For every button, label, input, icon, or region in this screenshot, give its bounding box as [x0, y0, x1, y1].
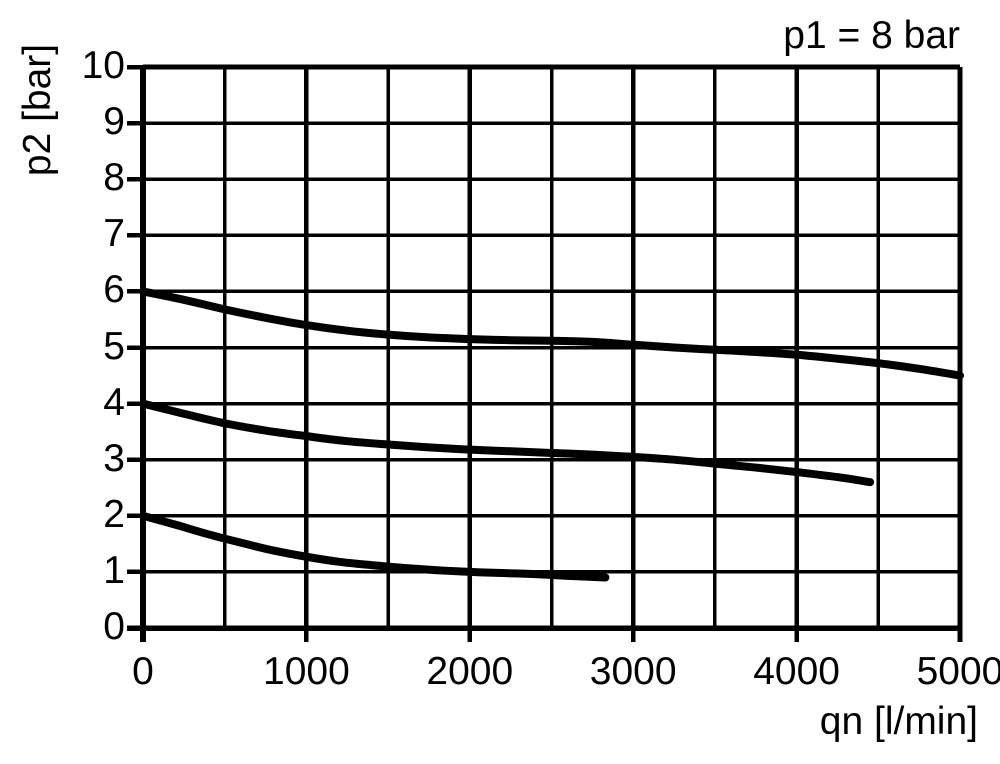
curve-line [139, 287, 964, 380]
x-tick-label: 3000 [589, 650, 677, 693]
y-tick-label: 0 [103, 605, 125, 648]
y-tick-label: 7 [103, 212, 125, 256]
y-tick-label: 1 [103, 548, 125, 592]
data-curves [139, 287, 964, 582]
x-tick-label: 4000 [753, 650, 840, 693]
curve-line [139, 511, 610, 582]
curve-line [139, 399, 875, 487]
y-tick-label: 2 [103, 492, 125, 536]
x-tick-label: 1000 [263, 650, 350, 693]
y-tick-label: 10 [81, 44, 125, 87]
x-tick-label: 2000 [426, 650, 514, 693]
y-tick-label: 4 [103, 380, 125, 424]
y-tick-label: 6 [103, 268, 125, 312]
y-tick-label: 3 [103, 436, 125, 480]
gridlines [140, 65, 963, 630]
x-tick-label: 5000 [916, 650, 1000, 693]
x-axis-label: qn [l/min] [819, 700, 978, 743]
y-tick-label: 8 [103, 156, 125, 200]
chart-title: p1 = 8 bar [783, 14, 960, 57]
y-tick-label: 9 [103, 100, 125, 144]
y-tick-label: 5 [103, 324, 125, 368]
x-tick-label: 0 [132, 650, 154, 693]
axis-frame [127, 64, 963, 642]
